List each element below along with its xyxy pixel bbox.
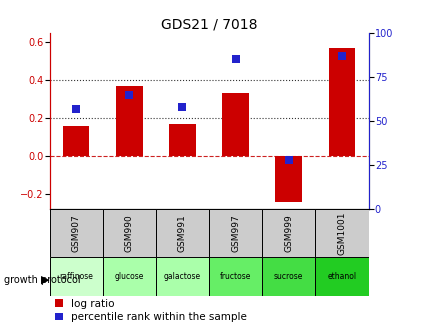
Bar [49, 209, 102, 257]
Text: growth protocol: growth protocol [4, 275, 81, 284]
Bar [102, 257, 156, 296]
Bar [315, 209, 368, 257]
Text: glucose: glucose [114, 272, 144, 281]
Bar [116, 86, 142, 156]
Text: GSM997: GSM997 [230, 214, 240, 252]
Point [178, 104, 185, 110]
Text: ▶: ▶ [41, 275, 49, 284]
Bar [261, 209, 315, 257]
Bar [261, 257, 315, 296]
Text: GSM1001: GSM1001 [337, 211, 346, 255]
Bar [209, 209, 261, 257]
Point [126, 92, 132, 97]
Text: GSM907: GSM907 [71, 214, 80, 252]
Text: raffinose: raffinose [59, 272, 93, 281]
Bar [209, 257, 261, 296]
Bar [156, 257, 209, 296]
Text: sucrose: sucrose [273, 272, 303, 281]
Bar [222, 94, 248, 156]
Bar [102, 209, 156, 257]
Text: GSM990: GSM990 [125, 214, 133, 252]
Text: GSM999: GSM999 [284, 214, 292, 252]
Bar [328, 48, 354, 156]
Text: ethanol: ethanol [327, 272, 356, 281]
Legend: log ratio, percentile rank within the sample: log ratio, percentile rank within the sa… [55, 299, 247, 322]
Point [232, 57, 239, 62]
Bar [49, 257, 102, 296]
Point [285, 157, 292, 163]
Bar [63, 126, 89, 156]
Text: galactose: galactose [163, 272, 200, 281]
Bar [275, 156, 301, 202]
Title: GDS21 / 7018: GDS21 / 7018 [160, 18, 257, 31]
Bar [315, 257, 368, 296]
Bar [156, 209, 209, 257]
Bar [169, 124, 195, 156]
Point [73, 106, 80, 111]
Text: fructose: fructose [219, 272, 251, 281]
Text: GSM991: GSM991 [178, 214, 187, 252]
Point [338, 53, 344, 58]
